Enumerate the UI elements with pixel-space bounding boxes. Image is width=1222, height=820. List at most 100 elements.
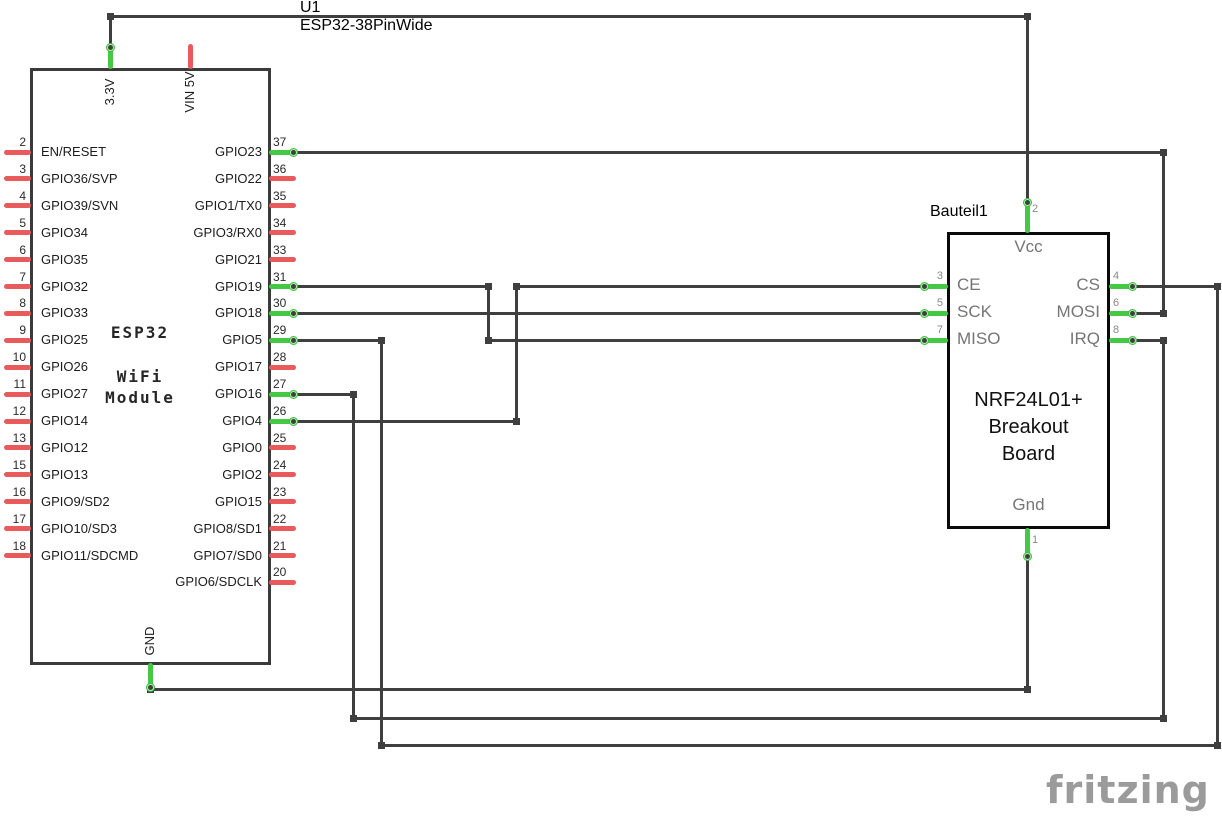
wire-gpio16-to-irq-seg2 bbox=[351, 716, 1165, 720]
esp32-pin-4-number: 4 bbox=[19, 188, 26, 203]
nrf-pin-irq-label: IRQ bbox=[1069, 329, 1100, 348]
esp32-pin-27-pad-dot bbox=[290, 391, 296, 397]
fritzing-logo: fritzing bbox=[1046, 768, 1210, 812]
esp32-pin-3-label: GPIO36/SVP bbox=[41, 170, 118, 186]
esp32-pin-33-label: GPIO21 bbox=[215, 251, 262, 267]
nrf-title-line3: Board bbox=[1001, 443, 1056, 465]
esp32-pin-7-label: GPIO32 bbox=[41, 278, 88, 294]
wire-gpio23-to-mosi-seg2 bbox=[1130, 311, 1165, 315]
esp32-pin-27-label: GPIO16 bbox=[215, 386, 262, 402]
esp32-pin-23-label: GPIO15 bbox=[215, 493, 262, 509]
esp32-pin-29-number: 29 bbox=[273, 323, 287, 338]
esp32-pin-4-label: GPIO39/SVN bbox=[41, 197, 119, 213]
esp32-chip-sub1: WiFi bbox=[116, 367, 164, 386]
nrf-pin-ce-pad-dot bbox=[921, 283, 927, 289]
esp32-pin-5-label: GPIO34 bbox=[41, 224, 88, 240]
esp32-pin-30-number: 30 bbox=[273, 296, 287, 311]
wire-3v3-to-vcc-seg2 bbox=[1025, 14, 1029, 204]
esp32-pin-7-leg bbox=[4, 284, 31, 289]
esp32-pin-31-number: 31 bbox=[273, 269, 287, 284]
wire-gpio23-to-mosi-seg1 bbox=[1161, 150, 1165, 315]
wire-junction-1 bbox=[1023, 12, 1031, 20]
wire-junction-12 bbox=[349, 390, 357, 398]
esp32-pin-2-label: EN/RESET bbox=[41, 144, 107, 159]
nrf-pin-mosi-leg bbox=[1109, 310, 1136, 316]
esp32-pin-28-number: 28 bbox=[273, 350, 287, 365]
esp32-pin-36-number: 36 bbox=[273, 161, 287, 176]
esp32-pin-37-number: 37 bbox=[273, 135, 287, 149]
esp32-pin-21-number: 21 bbox=[273, 538, 287, 553]
esp32-pin-17-number: 17 bbox=[12, 511, 26, 526]
esp32-pin-37-pad-dot bbox=[290, 149, 296, 155]
nrf-pin-mosi-number: 6 bbox=[1113, 297, 1120, 309]
esp32-part-name: ESP32-38PinWide bbox=[300, 17, 433, 34]
nrf-pin-miso-pad-dot bbox=[921, 337, 927, 343]
esp32-pin-34-leg bbox=[269, 230, 296, 236]
esp32-pin-6-number: 6 bbox=[19, 242, 26, 257]
esp32-pin-31-leg bbox=[269, 284, 296, 289]
wire-junction-6 bbox=[512, 282, 520, 290]
esp32-pin-22-number: 22 bbox=[273, 511, 287, 526]
wire-junction-0 bbox=[106, 12, 114, 20]
wire-junction-10 bbox=[1213, 282, 1221, 290]
nrf-pin-ce-leg bbox=[921, 283, 948, 289]
esp32-pin-8-leg bbox=[4, 310, 31, 316]
wire-junction-2 bbox=[1159, 148, 1167, 156]
wire-junction-14 bbox=[1159, 336, 1167, 344]
wire-gpio5-to-cs-seg3 bbox=[1215, 284, 1219, 747]
esp32-pin-16-label: GPIO9/SD2 bbox=[41, 493, 110, 509]
wire-junction-5 bbox=[484, 336, 492, 344]
wire-junction-11 bbox=[1213, 741, 1221, 749]
esp32-pin-26-leg bbox=[269, 418, 296, 424]
esp32-pin-35-leg bbox=[269, 203, 296, 209]
esp32-pin-3-3v-leg bbox=[107, 44, 113, 69]
esp32-pin-18-leg bbox=[4, 553, 31, 558]
esp32-pin-10-leg bbox=[4, 364, 31, 370]
nrf-pin-sck-number: 5 bbox=[936, 297, 943, 309]
nrf-pin-ce-number: 3 bbox=[936, 270, 943, 282]
esp32-pin-vin-5v-label: VIN 5V bbox=[182, 71, 197, 113]
wire-gpio4-to-ce-seg2 bbox=[514, 284, 926, 288]
nrf-pin-miso-leg bbox=[921, 337, 948, 343]
esp32-pin-20-label: GPIO6/SDCLK bbox=[175, 574, 262, 590]
esp32-pin-24-leg bbox=[269, 472, 296, 478]
esp32-pin-11-leg bbox=[4, 391, 31, 397]
esp32-pin-12-number: 12 bbox=[12, 404, 26, 418]
esp32-pin-37-label: GPIO23 bbox=[215, 144, 262, 159]
esp32-pin-33-leg bbox=[269, 257, 296, 263]
esp32-pin-31-label: GPIO19 bbox=[215, 278, 262, 294]
nrf-pin-cs-pad-dot bbox=[1129, 283, 1135, 289]
esp32-pin-9-number: 9 bbox=[19, 323, 26, 338]
esp32-pin-34-number: 34 bbox=[273, 215, 287, 230]
nrf-pin-irq-pad-dot bbox=[1129, 337, 1135, 343]
esp32-pin-35-label: GPIO1/TX0 bbox=[194, 197, 262, 213]
esp32-pin-3-leg bbox=[4, 176, 31, 182]
esp32-pin-4-leg bbox=[4, 203, 31, 209]
wire-gpio18-to-sck-seg0 bbox=[291, 311, 926, 315]
esp32-pin-25-leg bbox=[269, 445, 296, 451]
esp32-pin-31-pad-dot bbox=[290, 284, 296, 289]
esp32-pin-15-leg bbox=[4, 472, 31, 478]
nrf-title-line2: Breakout bbox=[988, 416, 1069, 438]
nrf-pin-irq-leg bbox=[1109, 337, 1136, 343]
wire-gpio4-to-ce-seg0 bbox=[291, 419, 518, 423]
wire-gpio16-to-irq-seg1 bbox=[351, 392, 355, 720]
nrf-vcc-label: Vcc bbox=[1014, 237, 1043, 256]
esp32-pin-30-leg bbox=[269, 310, 296, 316]
esp32-pin-27-number: 27 bbox=[273, 377, 287, 392]
esp32-pin-2-number: 2 bbox=[19, 135, 26, 149]
esp32-pin-8-number: 8 bbox=[19, 296, 26, 311]
esp32-pin-27-leg bbox=[269, 391, 296, 397]
esp32-pin-13-label: GPIO12 bbox=[41, 439, 88, 455]
esp32-pin-17-leg bbox=[4, 526, 31, 532]
nrf-pin-cs-leg bbox=[1109, 283, 1136, 289]
esp32-pin-18-number: 18 bbox=[12, 538, 26, 553]
esp32-pin-34-label: GPIO3/RX0 bbox=[193, 224, 262, 240]
wire-gpio5-to-cs-seg0 bbox=[291, 338, 383, 342]
esp32-chip-sub2: Module bbox=[105, 388, 175, 407]
esp32-pin-12-label: GPIO14 bbox=[41, 413, 88, 428]
nrf-gnd-label: Gnd bbox=[1012, 495, 1045, 514]
nrf-board-box bbox=[947, 232, 1110, 529]
esp32-pin-2-leg bbox=[4, 149, 31, 155]
esp32-pin-26-label: GPIO4 bbox=[222, 413, 262, 428]
